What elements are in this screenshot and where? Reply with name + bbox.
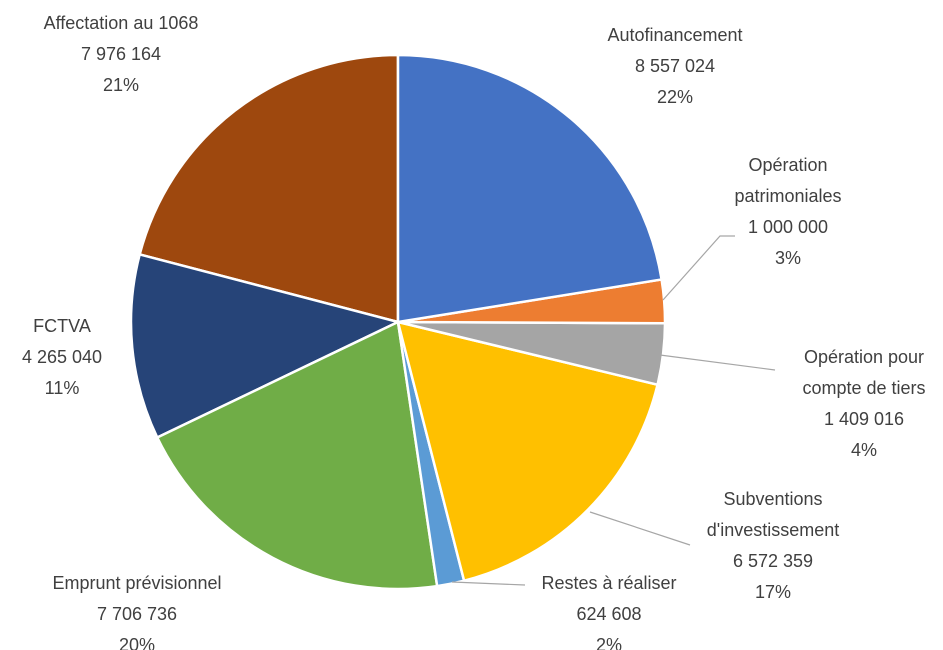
slice-label: Restes à réaliser 624 608 2% [509,568,709,650]
slice-label: Emprunt prévisionnel 7 706 736 20% [12,568,262,650]
label-value: 7 976 164 [80,44,162,64]
label-percent: 2% [595,635,622,650]
slice [396,320,660,583]
label-percent: 22% [656,87,694,107]
slice-label: Opération pour compte de tiers 1 409 016 4… [779,342,943,466]
slice [396,53,664,324]
slice-label: Autofinancement 8 557 024 22% [565,20,785,113]
label-value: 6 572 359 [732,551,814,571]
label-value: 4 265 040 [21,347,103,367]
leader-line [662,235,735,301]
slice-label: Subventions d'investissement 6 572 359 17% [678,484,868,608]
label-percent: 20% [118,635,156,650]
label-value: 1 409 016 [823,409,905,429]
label-percent: 11% [44,378,80,398]
slice [155,320,439,591]
slice-label: Opération patrimoniales 1 000 000 3% [723,150,853,274]
label-name: Restes à réaliser [541,573,677,593]
leader-line [659,354,776,371]
label-name: FCTVA [33,316,91,336]
label-name: Opération pour compte de tiers [802,347,926,398]
slice [129,252,402,440]
label-name: Opération patrimoniales [734,155,842,206]
label-name: Emprunt prévisionnel [52,573,222,593]
label-percent: 21% [102,75,140,95]
leader-line [589,511,691,546]
label-value: 624 608 [576,604,642,624]
label-percent: 4% [850,440,877,460]
label-name: Autofinancement [607,25,743,45]
label-value: 8 557 024 [634,56,716,76]
leader-line [451,581,526,586]
label-percent: 3% [774,248,801,268]
label-name: Affectation au 1068 [43,13,199,33]
slice-label: FCTVA 4 265 040 11% [2,311,122,404]
slice-label: Affectation au 1068 7 976 164 21% [11,8,231,101]
slice [138,53,400,324]
label-value: 7 706 736 [96,604,178,624]
label-value: 1 000 000 [747,217,829,237]
label-name: Subventions d'investissement [706,489,840,540]
label-percent: 17% [754,582,792,602]
